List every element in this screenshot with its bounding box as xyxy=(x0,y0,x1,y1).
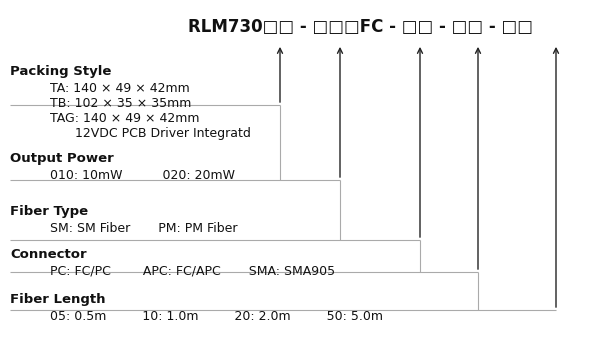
Text: TAG: 140 × 49 × 42mm: TAG: 140 × 49 × 42mm xyxy=(50,112,200,125)
Text: PC: FC/PC        APC: FC/APC       SMA: SMA905: PC: FC/PC APC: FC/APC SMA: SMA905 xyxy=(50,265,335,278)
Text: Output Power: Output Power xyxy=(10,152,114,165)
Text: Fiber Type: Fiber Type xyxy=(10,205,88,218)
Text: Packing Style: Packing Style xyxy=(10,65,111,78)
Text: TB: 102 × 35 × 35mm: TB: 102 × 35 × 35mm xyxy=(50,97,191,110)
Text: Fiber Length: Fiber Length xyxy=(10,293,105,306)
Text: 010: 10mW          020: 20mW: 010: 10mW 020: 20mW xyxy=(50,169,235,182)
Text: 05: 0.5m         10: 1.0m         20: 2.0m         50: 5.0m: 05: 0.5m 10: 1.0m 20: 2.0m 50: 5.0m xyxy=(50,310,383,323)
Text: RLM730□□ - □□□FC - □□ - □□ - □□: RLM730□□ - □□□FC - □□ - □□ - □□ xyxy=(188,18,532,36)
Text: TA: 140 × 49 × 42mm: TA: 140 × 49 × 42mm xyxy=(50,82,190,95)
Text: 12VDC PCB Driver Integratd: 12VDC PCB Driver Integratd xyxy=(75,127,251,140)
Text: Connector: Connector xyxy=(10,248,87,261)
Text: SM: SM Fiber       PM: PM Fiber: SM: SM Fiber PM: PM Fiber xyxy=(50,222,238,235)
